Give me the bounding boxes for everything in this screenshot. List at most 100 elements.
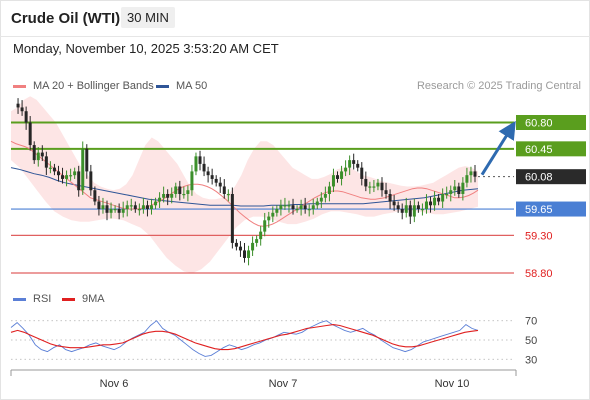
candle-body xyxy=(384,190,388,194)
candle-body xyxy=(125,205,129,210)
legend-ma50: MA 50 xyxy=(156,80,207,92)
legend-rsi: RSI xyxy=(13,293,51,305)
instrument-title: Crude Oil (WTI) xyxy=(11,10,121,27)
candle-body xyxy=(263,220,267,232)
price-tag-60.45 xyxy=(516,141,586,157)
bollinger-band xyxy=(11,96,478,273)
candle-body xyxy=(243,250,246,258)
rsi-tick-50: 50 xyxy=(525,335,537,347)
candle-body xyxy=(222,186,226,194)
candle-body xyxy=(376,182,380,187)
candle-body xyxy=(182,193,186,196)
candle-body xyxy=(36,152,40,161)
candle-body xyxy=(170,193,174,198)
legend-9ma-label: 9MA xyxy=(82,293,105,305)
legend-9ma: 9MA xyxy=(62,293,105,305)
price-tag-60.80 xyxy=(516,115,586,130)
candle-body xyxy=(416,205,420,210)
legend-ma50-label: MA 50 xyxy=(176,80,208,92)
candle-body xyxy=(137,209,141,211)
candle-body xyxy=(380,182,384,191)
candle-body xyxy=(145,205,149,210)
candle-body xyxy=(129,205,133,207)
candle-body xyxy=(194,156,198,172)
candle-body xyxy=(360,167,364,179)
candle-body xyxy=(52,167,56,172)
candle-body xyxy=(234,242,238,247)
legend-ma20: MA 20 + Bollinger Bands xyxy=(13,80,154,92)
candle-body xyxy=(154,201,158,206)
candle-body xyxy=(121,209,125,213)
chart-header: Crude Oil (WTI) 30 MIN xyxy=(0,0,590,37)
ma9-swatch xyxy=(62,297,75,301)
candle-body xyxy=(461,182,465,194)
candle-body xyxy=(271,212,275,217)
legend-ma20-label: MA 20 + Bollinger Bands xyxy=(33,80,154,92)
candle-body xyxy=(303,205,307,210)
candle-body xyxy=(259,231,263,240)
candle-body xyxy=(319,197,323,202)
x-tick-0: Nov 6 xyxy=(100,378,129,390)
candle-body xyxy=(396,205,400,210)
candle-body xyxy=(388,193,392,202)
candle-body xyxy=(356,163,360,168)
price-label-60.80: 60.80 xyxy=(525,118,553,130)
candle-body xyxy=(323,193,327,198)
candle-body xyxy=(251,242,255,251)
candle-body xyxy=(77,171,81,191)
candle-body xyxy=(275,209,279,213)
candle-body xyxy=(141,205,145,210)
candle-body xyxy=(279,205,283,210)
candle-body xyxy=(69,175,73,177)
price-label-60.08: 60.08 xyxy=(525,172,553,184)
projection-arrow xyxy=(480,120,516,176)
candle-body xyxy=(412,205,416,217)
candle-body xyxy=(44,156,48,168)
candle-body xyxy=(32,145,36,161)
candle-body xyxy=(247,250,251,258)
rsi-series-9MA xyxy=(10,324,479,351)
candle-body xyxy=(61,175,65,179)
candle-body xyxy=(214,178,218,183)
candle-body xyxy=(469,171,473,176)
candle-body xyxy=(113,209,117,211)
candle-body xyxy=(311,205,315,210)
candle-body xyxy=(299,205,303,210)
candle-body xyxy=(202,163,206,172)
candle-body xyxy=(20,107,24,112)
x-tick-2: Nov 10 xyxy=(435,378,470,390)
price-tag-59.65 xyxy=(516,201,586,217)
candle-body xyxy=(97,201,101,210)
candle-body xyxy=(105,205,109,213)
candle-body xyxy=(190,171,194,191)
price-tag-60.08 xyxy=(516,169,586,185)
candle-body xyxy=(117,209,121,213)
candle-body xyxy=(24,111,28,123)
price-label-59.65: 59.65 xyxy=(525,204,553,216)
candle-body xyxy=(230,193,234,243)
candle-body xyxy=(404,205,408,213)
candle-body xyxy=(206,171,210,176)
candle-body xyxy=(56,171,60,176)
ma50-line xyxy=(10,167,479,207)
candle-body xyxy=(81,148,85,191)
candle-body xyxy=(40,152,44,157)
candle-body xyxy=(89,171,93,191)
rsi-tick-30: 30 xyxy=(525,354,537,366)
candle-body xyxy=(473,171,477,177)
candle-body xyxy=(291,205,295,210)
rsi-swatch xyxy=(13,297,26,301)
candle-body xyxy=(162,193,166,198)
candle-body xyxy=(315,201,319,206)
timeframe-badge[interactable]: 30 MIN xyxy=(121,7,175,28)
ma20-line xyxy=(10,140,479,227)
candle-body xyxy=(65,175,69,179)
candle-body xyxy=(457,186,461,194)
candle-body xyxy=(255,239,259,243)
candle-body xyxy=(400,209,404,213)
candle-body xyxy=(174,186,178,194)
candle-body xyxy=(218,182,222,187)
candle-body xyxy=(348,160,352,168)
candle-body xyxy=(295,209,299,211)
